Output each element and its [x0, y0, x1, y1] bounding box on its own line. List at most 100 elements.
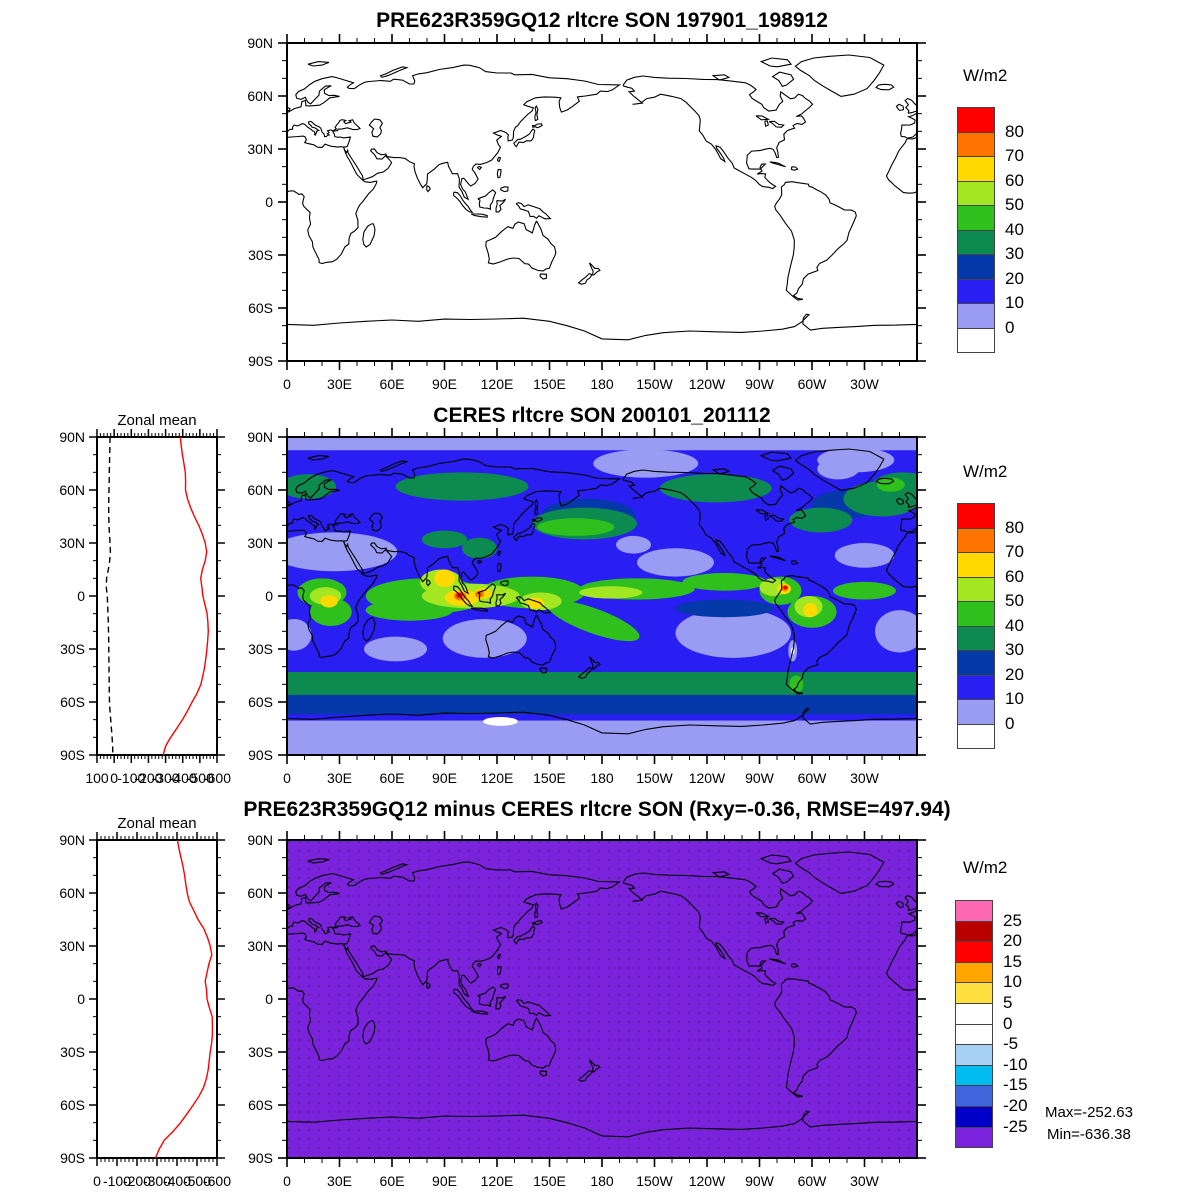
colorbar-label: 10 [1005, 293, 1024, 312]
colorbar-segment [957, 650, 995, 676]
svg-text:90W: 90W [745, 770, 775, 786]
colorbar-label: 50 [1005, 195, 1024, 214]
svg-text:90N: 90N [59, 429, 85, 445]
svg-text:60N: 60N [247, 885, 273, 901]
svg-text:-200: -200 [134, 770, 162, 786]
svg-text:30S: 30S [248, 247, 273, 263]
svg-text:60W: 60W [798, 1173, 828, 1189]
svg-text:60W: 60W [798, 770, 828, 786]
svg-text:-600: -600 [203, 1173, 231, 1189]
svg-text:30S: 30S [248, 641, 273, 657]
svg-text:30N: 30N [247, 938, 273, 954]
colorbar-label: 50 [1005, 591, 1024, 610]
svg-text:180: 180 [590, 376, 614, 392]
svg-text:60N: 60N [59, 482, 85, 498]
colorbar-label: 80 [1005, 121, 1024, 141]
svg-text:-300: -300 [152, 770, 180, 786]
svg-text:60S: 60S [248, 1097, 273, 1113]
svg-text:150W: 150W [636, 770, 673, 786]
colorbar-segment [957, 205, 995, 231]
colorbar-segment [957, 180, 995, 206]
svg-text:-400: -400 [169, 770, 197, 786]
svg-text:-400: -400 [163, 1173, 191, 1189]
colorbar-label: 40 [1005, 615, 1024, 635]
colorbar-segment [955, 1126, 993, 1149]
svg-text:30S: 30S [60, 641, 85, 657]
panel1-map: 0 30E 60E 90E 120E 150E 180 150W 120W 90W 60W 30W 90… [247, 34, 926, 392]
colorbar-label: 40 [1005, 219, 1024, 239]
svg-text:30E: 30E [327, 1173, 352, 1189]
svg-text:30S: 30S [248, 1044, 273, 1060]
svg-text:0: 0 [110, 770, 118, 786]
panel2-colorbar: 80 70 60 50 40 30 20 10 0 [957, 503, 1024, 749]
colorbar-label: 5 [1003, 993, 1013, 1012]
colorbar-label: 30 [1005, 244, 1024, 263]
colorbar-label: 0 [1005, 713, 1015, 733]
colorbar-label: 80 [1005, 517, 1024, 537]
panel1-colorbar: 80 70 60 50 40 30 20 10 0 [957, 107, 1024, 353]
svg-text:90W: 90W [745, 1173, 775, 1189]
colorbar-label: 30 [1005, 640, 1024, 659]
svg-text:0: 0 [265, 588, 273, 604]
svg-text:30N: 30N [247, 535, 273, 551]
svg-text:60E: 60E [380, 376, 405, 392]
svg-text:90E: 90E [432, 770, 457, 786]
colorbar-label: 10 [1003, 972, 1022, 992]
colorbar-segment [957, 278, 995, 304]
svg-text:120W: 120W [689, 376, 726, 392]
colorbar-segment [955, 900, 993, 922]
svg-text:0: 0 [283, 1173, 291, 1189]
svg-text:90S: 90S [248, 353, 273, 369]
panel3-colorbar: 25 20 15 10 5 0 -5 -10 -15 -20 -25 [955, 900, 1028, 1149]
panel2-zonal-title: Zonal mean [117, 412, 197, 429]
svg-text:-100: -100 [117, 770, 145, 786]
svg-text:60N: 60N [247, 88, 273, 104]
svg-text:120E: 120E [481, 376, 514, 392]
svg-text:90N: 90N [247, 429, 273, 445]
svg-text:30S: 30S [60, 1044, 85, 1060]
svg-text:60S: 60S [60, 1097, 85, 1113]
svg-text:60W: 60W [798, 376, 828, 392]
stat-max: Max=-252.63 [1045, 1104, 1133, 1121]
svg-text:30N: 30N [59, 535, 85, 551]
panel3-title: PRE623R359GQ12 minus CERES rltcre SON (R… [243, 798, 951, 821]
svg-text:60N: 60N [247, 482, 273, 498]
panel2-zonal-plot: 100 0 -100-200-300-400-500-60090S60S30S030… [59, 429, 231, 786]
svg-text:90S: 90S [60, 747, 85, 763]
colorbar-segment [957, 699, 995, 725]
svg-text:120W: 120W [689, 770, 726, 786]
svg-text:0: 0 [77, 991, 85, 1007]
svg-text:90W: 90W [745, 376, 775, 392]
colorbar-segment [957, 107, 995, 133]
colorbar-segment [955, 1085, 993, 1107]
svg-text:150W: 150W [636, 1173, 673, 1189]
svg-text:30W: 30W [850, 376, 880, 392]
svg-text:0: 0 [265, 991, 273, 1007]
colorbar-segment [957, 576, 995, 602]
panel3-units-label: W/m2 [963, 858, 1008, 877]
svg-text:0: 0 [93, 1173, 101, 1189]
colorbar-label: 0 [1005, 317, 1015, 337]
colorbar-segment [957, 552, 995, 578]
svg-text:90S: 90S [60, 1150, 85, 1166]
colorbar-segment [957, 723, 995, 749]
svg-text:150W: 150W [636, 376, 673, 392]
svg-text:60E: 60E [380, 770, 405, 786]
colorbar-segment [957, 254, 995, 280]
svg-text:0: 0 [77, 588, 85, 604]
svg-text:60E: 60E [380, 1173, 405, 1189]
colorbar-label: 0 [1003, 1013, 1013, 1033]
svg-text:0: 0 [283, 770, 291, 786]
panel1-units-label: W/m2 [963, 66, 1008, 85]
colorbar-segment [957, 625, 995, 651]
svg-text:90E: 90E [432, 1173, 457, 1189]
svg-text:150E: 150E [533, 376, 566, 392]
colorbar-segment [955, 920, 993, 943]
svg-text:90E: 90E [432, 376, 457, 392]
panel1-title: PRE623R359GQ12 rltcre SON 197901_198912 [376, 9, 828, 32]
svg-text:30N: 30N [247, 141, 273, 157]
svg-text:150E: 150E [533, 1173, 566, 1189]
svg-text:60S: 60S [60, 694, 85, 710]
svg-text:0: 0 [265, 194, 273, 210]
